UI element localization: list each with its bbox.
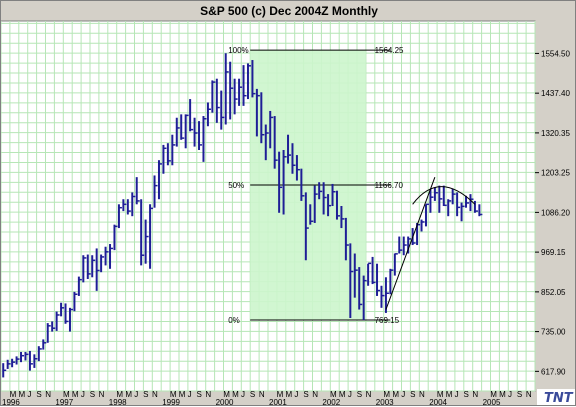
x-month-label: N [45,390,51,399]
chart-title: S&P 500 (c) Dec 2004Z Monthly [200,4,378,18]
x-month-label: M [72,390,79,399]
y-tick-label: 1203.25 [541,169,570,178]
x-month-label: S [357,390,362,399]
x-month-label: J [455,390,459,399]
x-month-label: M [63,390,70,399]
x-month-label: S [517,390,522,399]
x-month-label: S [197,390,202,399]
x-month-label: N [259,390,265,399]
retracement-price-label: 769.15 [375,316,400,325]
x-month-label: S [36,390,41,399]
x-month-label: M [277,390,284,399]
x-month-label: N [472,390,478,399]
y-tick-label: 1554.50 [541,49,570,58]
retracement-price-label: 1166.70 [375,181,404,190]
y-tick-label: 1437.40 [541,89,570,98]
x-month-label: M [170,390,177,399]
x-month-label: M [330,390,337,399]
x-month-label: N [366,390,372,399]
x-month-label: J [27,390,31,399]
x-month-label: J [134,390,138,399]
tnt-logo: TNT [537,389,575,406]
retracement-price-label: 1564.25 [375,46,404,55]
y-axis: 1554.50 1437.40 1320.35 1203.25 1086.20 969.1… [535,49,570,376]
x-month-label: S [464,390,469,399]
x-month-label: N [152,390,158,399]
retracement-zone: 100% 1564.25 50% 1166.70 0% 769.15 [228,46,404,325]
x-year-label: 2001 [269,398,287,407]
x-month-label: J [294,390,298,399]
x-month-label: M [446,390,453,399]
x-month-label: M [383,390,390,399]
y-tick-label: 617.90 [541,367,566,376]
x-month-label: J [241,390,245,399]
ohlc-bars [2,53,483,378]
x-month-label: M [437,390,444,399]
x-month-label: M [499,390,506,399]
x-month-label: N [99,390,105,399]
retracement-pct-label: 0% [228,316,240,325]
x-month-label: N [312,390,318,399]
trend-line [385,176,436,310]
x-month-label: J [348,390,352,399]
x-year-label: 1997 [55,398,73,407]
x-month-label: M [10,390,17,399]
x-year-label: 1996 [2,398,20,407]
y-tick-label: 735.00 [541,328,566,337]
x-month-label: M [286,390,293,399]
y-tick-label: 969.15 [541,248,566,257]
x-year-label: 2002 [322,398,340,407]
x-month-label: M [116,390,123,399]
x-year-label: 2000 [216,398,234,407]
x-year-label: 2005 [483,398,501,407]
x-year-label: 2003 [376,398,394,407]
x-year-label: 1999 [162,398,180,407]
y-tick-label: 852.05 [541,288,566,297]
x-month-label: N [205,390,211,399]
retracement-pct-label: 100% [228,46,248,55]
x-month-label: M [125,390,132,399]
x-month-label: M [19,390,26,399]
x-month-label: S [143,390,148,399]
x-month-label: S [250,390,255,399]
x-month-label: M [232,390,239,399]
x-month-label: J [401,390,405,399]
x-month-label: J [81,390,85,399]
x-month-label: S [303,390,308,399]
x-month-label: M [339,390,346,399]
x-year-label: 1998 [109,398,127,407]
x-month-label: J [508,390,512,399]
rounding-top-arc [412,186,476,205]
x-month-label: M [490,390,497,399]
x-month-label: S [410,390,415,399]
retracement-pct-label: 50% [228,181,244,190]
y-tick-label: 1086.20 [541,208,570,217]
x-month-label: M [223,390,230,399]
x-month-label: N [526,390,532,399]
x-month-label: M [179,390,186,399]
trend-lines [385,176,476,310]
x-month-label: J [188,390,192,399]
logo-text: TNT [544,391,574,406]
x-month-label: M [392,390,399,399]
logo-box [537,389,575,405]
y-tick-label: 1320.35 [541,129,570,138]
x-year-label: 2004 [429,398,447,407]
x-month-label: S [90,390,95,399]
x-month-label: N [419,390,425,399]
